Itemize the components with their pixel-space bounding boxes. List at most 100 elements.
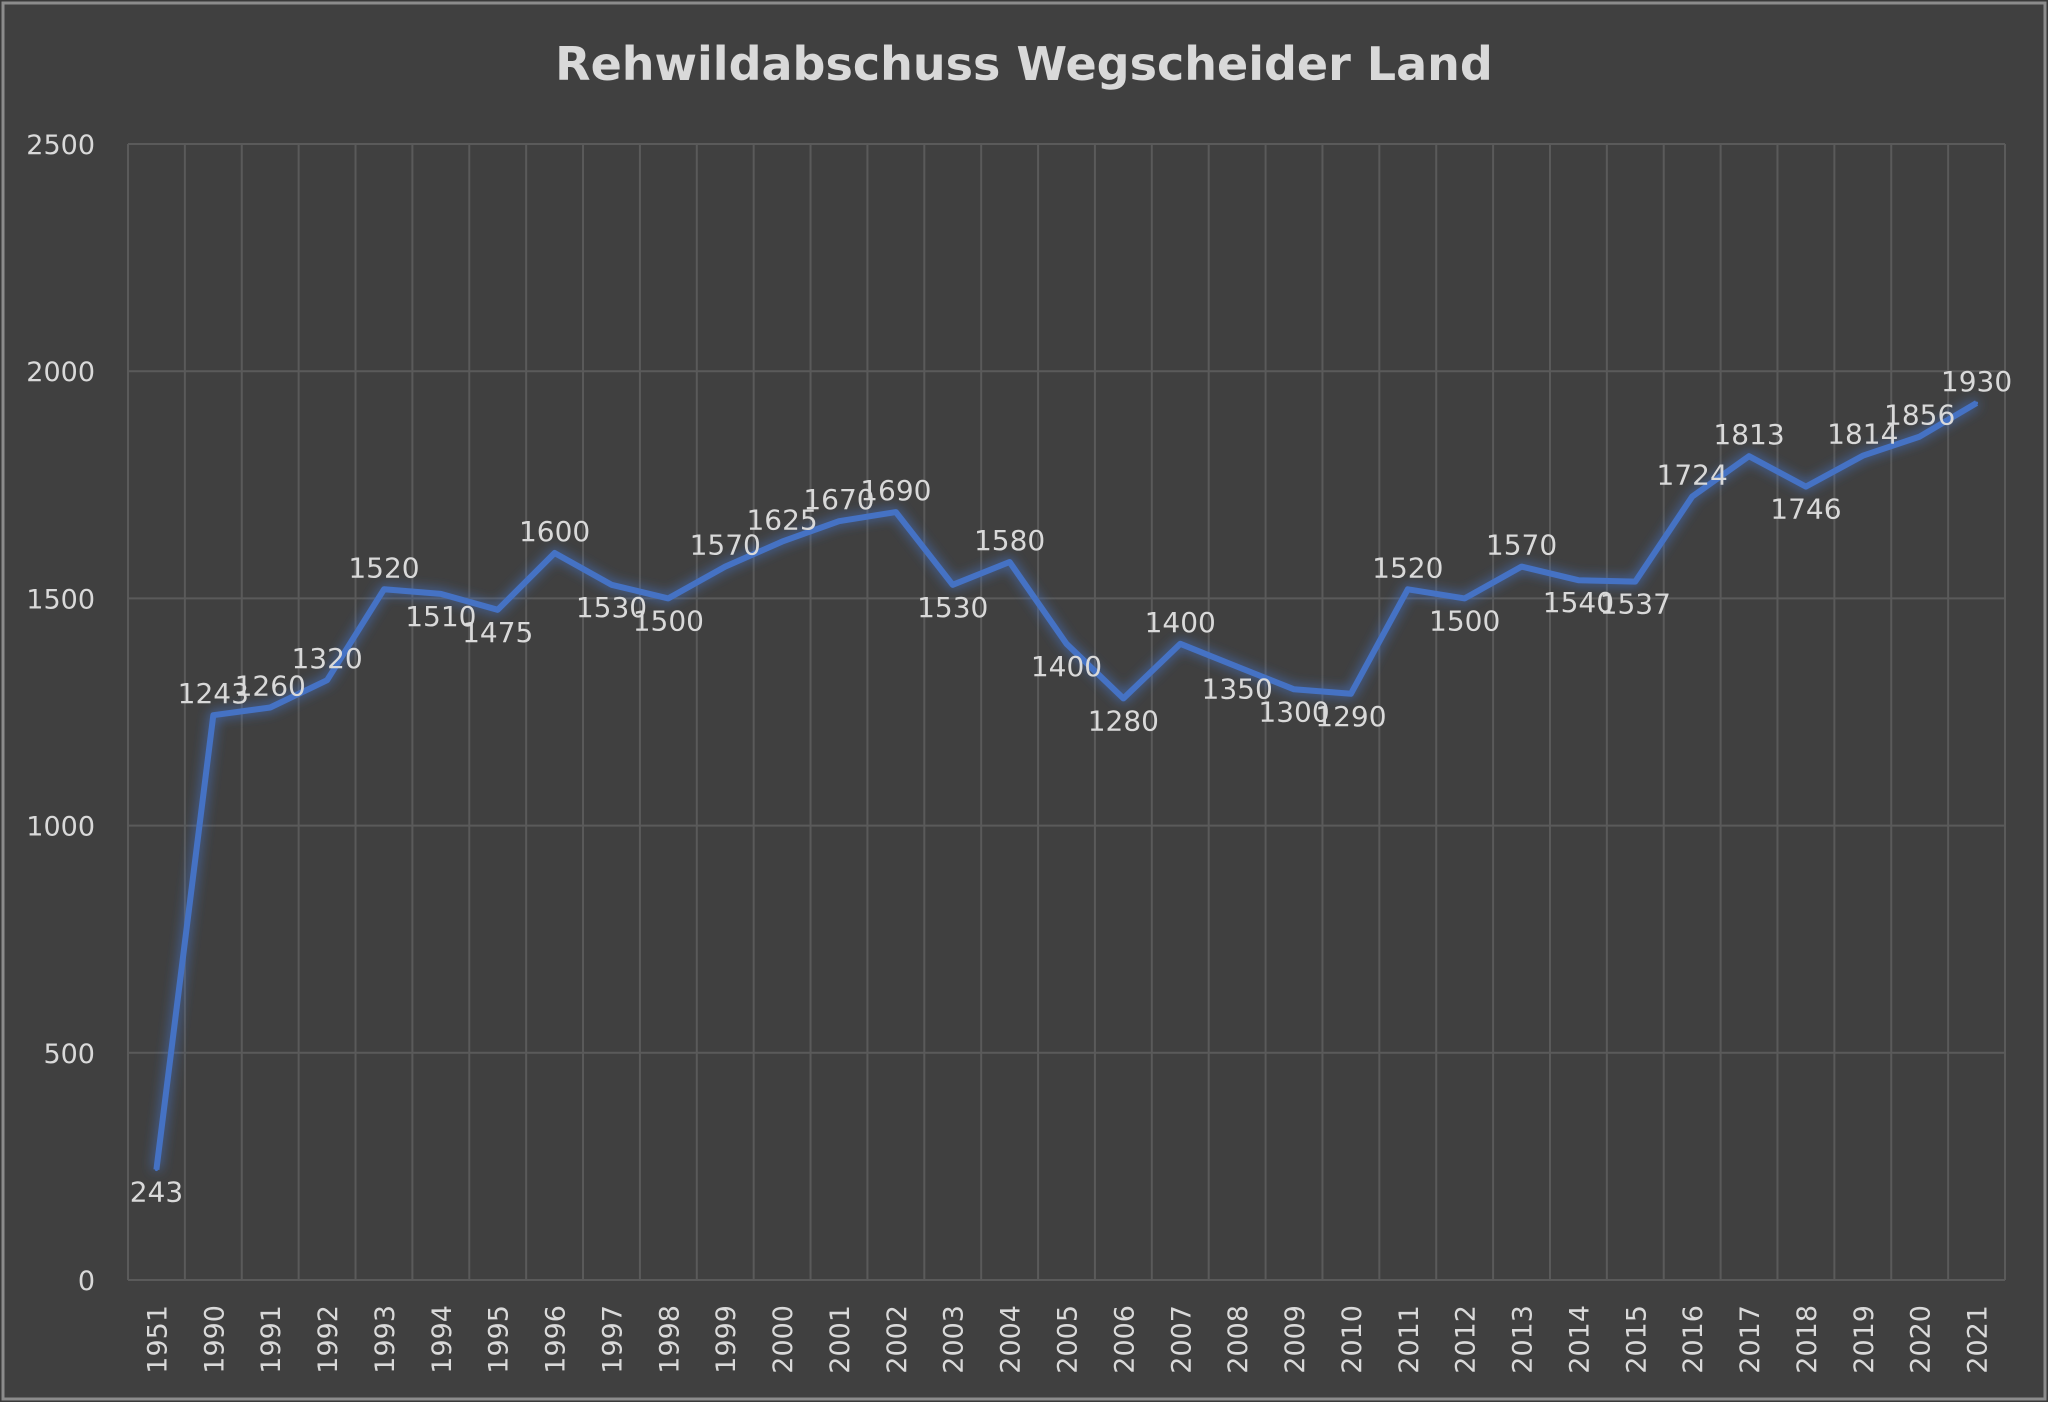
y-tick-label: 0	[78, 1266, 95, 1297]
data-label: 1520	[1372, 551, 1443, 584]
data-label: 1290	[1315, 700, 1386, 733]
x-axis-ticks: 1951 1990 1991 1992 1993 1994 1995 1996 1997 1998…	[142, 1305, 1993, 1374]
data-point	[1349, 692, 1353, 696]
data-label: 1475	[462, 616, 533, 649]
x-tick-label: 2014	[1564, 1305, 1595, 1374]
data-label: 243	[130, 1176, 183, 1209]
x-tick-label: 1992	[313, 1305, 344, 1374]
data-labels: 2431243126013201520151014751600153015001…	[130, 365, 2012, 1209]
data-point	[1121, 696, 1125, 700]
data-point	[1178, 642, 1182, 646]
data-label: 1280	[1088, 704, 1159, 737]
data-label: 1570	[1486, 529, 1557, 562]
data-point	[723, 565, 727, 569]
data-point	[325, 678, 329, 682]
data-label: 1400	[1145, 606, 1216, 639]
x-tick-label: 1996	[541, 1305, 572, 1374]
data-label: 1500	[633, 604, 704, 637]
data-point	[666, 596, 670, 600]
x-tick-label: 2011	[1394, 1305, 1425, 1374]
data-point	[1463, 596, 1467, 600]
y-tick-label: 500	[43, 1039, 95, 1070]
data-label: 1856	[1884, 399, 1955, 432]
data-label: 1350	[1202, 673, 1273, 706]
data-point	[154, 1168, 158, 1172]
x-tick-label: 2005	[1053, 1305, 1084, 1374]
data-label: 1580	[974, 524, 1045, 557]
data-point	[1861, 454, 1865, 458]
x-tick-label: 2002	[882, 1305, 913, 1374]
x-tick-label: 2000	[768, 1305, 799, 1374]
x-tick-label: 2018	[1792, 1305, 1823, 1374]
data-point	[1804, 485, 1808, 489]
x-tick-label: 2007	[1166, 1305, 1197, 1374]
data-point	[1975, 401, 1979, 405]
x-tick-label: 1998	[654, 1305, 685, 1374]
data-label: 1243	[178, 677, 249, 710]
chart-title: Rehwildabschuss Wegscheider Land	[555, 37, 1493, 91]
data-label: 1690	[860, 474, 931, 507]
data-point	[780, 540, 784, 544]
data-point	[837, 519, 841, 523]
data-label: 1520	[348, 551, 419, 584]
y-tick-label: 2500	[26, 130, 95, 161]
x-tick-label: 2009	[1280, 1305, 1311, 1374]
x-tick-label: 1999	[711, 1305, 742, 1374]
data-label: 1625	[746, 504, 817, 537]
x-tick-label: 2021	[1963, 1305, 1994, 1374]
x-tick-label: 2008	[1223, 1305, 1254, 1374]
data-point	[1520, 565, 1524, 569]
x-tick-label: 2015	[1621, 1305, 1652, 1374]
grid	[127, 143, 2006, 1281]
data-point	[894, 510, 898, 514]
data-label: 1530	[576, 591, 647, 624]
data-label: 1670	[803, 483, 874, 516]
data-label: 1540	[1543, 586, 1614, 619]
y-tick-label: 1500	[26, 584, 95, 615]
data-label: 1813	[1713, 418, 1784, 451]
x-tick-label: 2019	[1849, 1305, 1880, 1374]
data-label: 1300	[1258, 695, 1329, 728]
data-label: 1530	[917, 591, 988, 624]
data-label: 1930	[1941, 365, 2012, 398]
x-tick-label: 1993	[370, 1305, 401, 1374]
data-point	[1633, 580, 1637, 584]
data-point	[1747, 454, 1751, 458]
x-tick-label: 1951	[142, 1305, 173, 1374]
data-label: 1500	[1429, 604, 1500, 637]
x-tick-label: 2003	[939, 1305, 970, 1374]
data-label: 1600	[519, 515, 590, 548]
x-tick-label: 2020	[1906, 1305, 1937, 1374]
series-layer	[153, 400, 1979, 1172]
data-label: 1570	[690, 529, 761, 562]
x-tick-label: 1995	[484, 1305, 515, 1374]
data-point	[1918, 435, 1922, 439]
x-tick-label: 2013	[1508, 1305, 1539, 1374]
data-label: 1260	[235, 669, 306, 702]
x-tick-label: 2012	[1451, 1305, 1482, 1374]
data-label: 1814	[1827, 418, 1898, 451]
data-point	[1690, 495, 1694, 499]
x-tick-label: 2010	[1337, 1305, 1368, 1374]
y-tick-label: 1000	[26, 812, 95, 843]
data-point	[609, 583, 613, 587]
data-point	[951, 583, 955, 587]
x-tick-label: 2001	[825, 1305, 856, 1374]
data-label: 1510	[405, 600, 476, 633]
data-label: 1400	[1031, 650, 1102, 683]
data-point	[1065, 642, 1068, 646]
data-point	[1576, 578, 1580, 582]
data-label: 1320	[291, 642, 362, 675]
x-tick-label: 1991	[256, 1305, 287, 1374]
data-point	[1235, 665, 1239, 669]
data-point	[211, 713, 215, 717]
x-tick-label: 1990	[199, 1305, 230, 1374]
data-point	[553, 551, 557, 555]
x-tick-label: 2017	[1735, 1305, 1766, 1374]
data-point	[382, 587, 386, 591]
data-point	[496, 608, 500, 612]
x-tick-label: 2006	[1109, 1305, 1140, 1374]
x-tick-label: 1994	[427, 1305, 458, 1374]
